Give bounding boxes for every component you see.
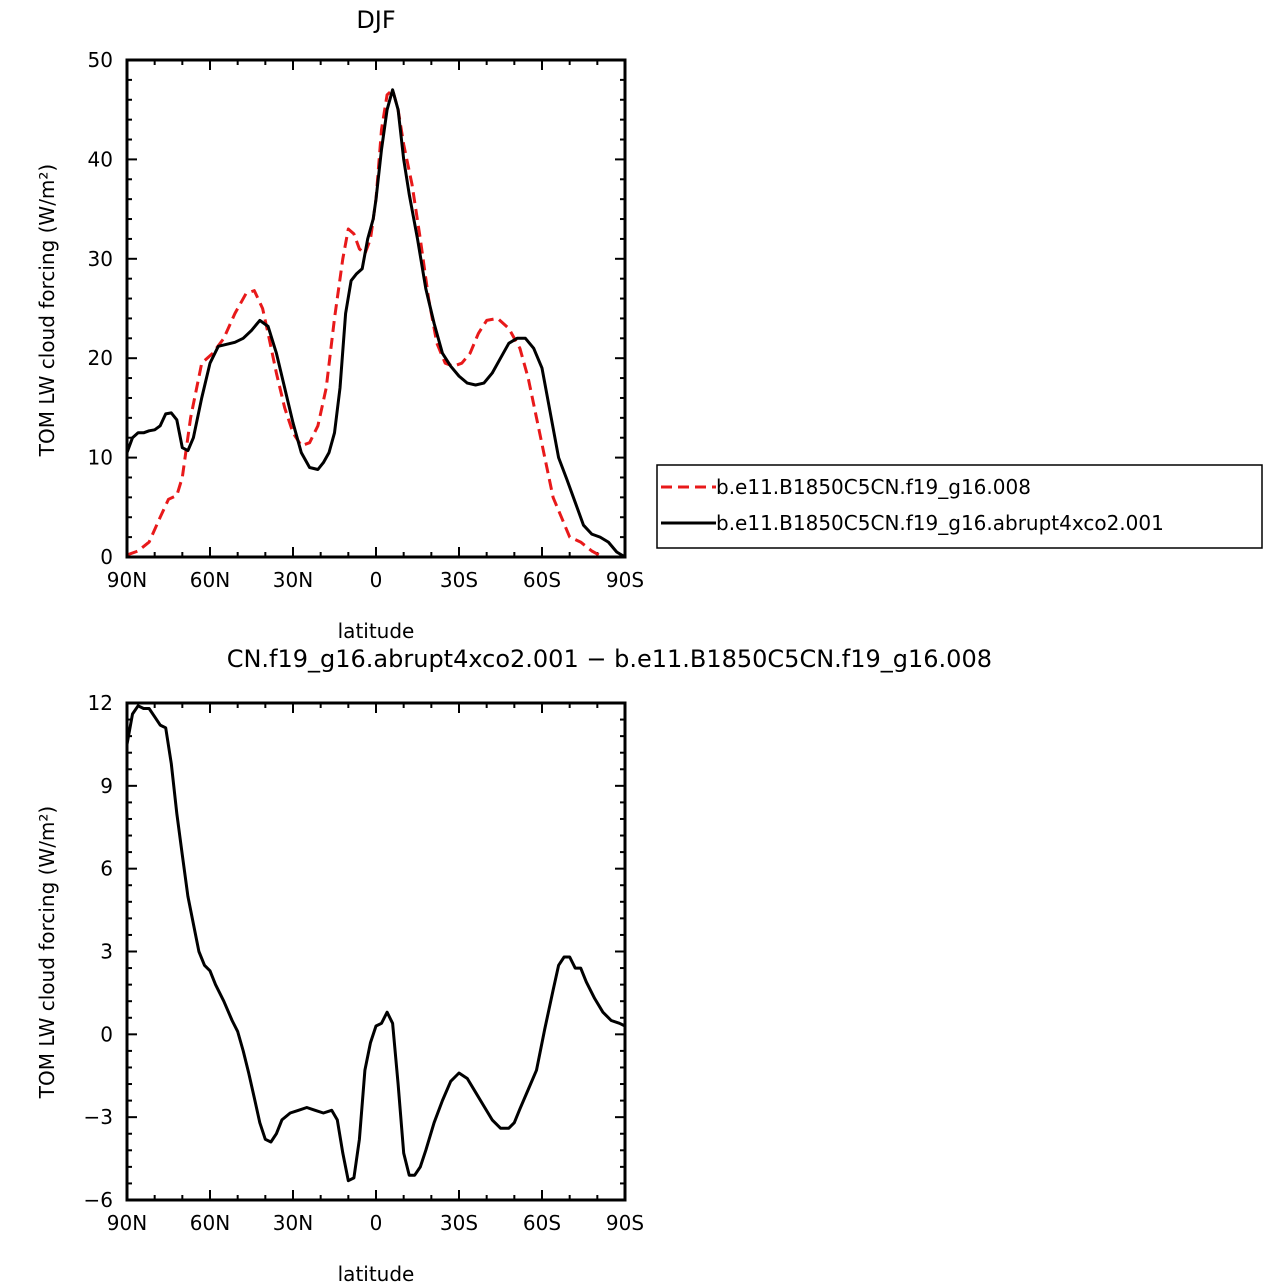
bottom-chart-panel: CN.f19_g16.abrupt4xco2.001 − b.e11.B1850… [35, 645, 992, 1286]
top-chart-y-tick-label: 40 [88, 147, 113, 171]
top-chart-x-tick-label: 60S [523, 568, 561, 592]
legend-label-abrupt4xco2: b.e11.B1850C5CN.f19_g16.abrupt4xco2.001 [716, 511, 1164, 535]
top-chart-y-tick-label: 0 [100, 545, 113, 569]
bottom-chart-y-tick-label: 9 [100, 774, 113, 798]
bottom-chart-series [125, 704, 626, 1183]
top-chart-x-tick-label: 30S [440, 568, 478, 592]
top-chart-y-tick-label: 50 [88, 48, 113, 72]
top-chart-x-tick-label: 90N [107, 568, 147, 592]
bottom-chart-x-tick-label: 0 [370, 1211, 383, 1235]
bottom-chart-x-axis-label: latitude [338, 1262, 415, 1286]
top-chart-x-tick-label: 30N [273, 568, 313, 592]
bottom-chart-x-tick-label: 90N [107, 1211, 147, 1235]
top-chart-x-axis-label: latitude [338, 619, 415, 643]
top-chart-ticks: 90N 60N 30N 0 30S 60S 90S 0 10 20 30 40 50 [88, 48, 645, 592]
bottom-chart-x-tick-label: 30S [440, 1211, 478, 1235]
bottom-chart-series-line-0 [125, 704, 626, 1183]
top-chart-series-line-1 [125, 88, 626, 559]
bottom-chart-title: CN.f19_g16.abrupt4xco2.001 − b.e11.B1850… [227, 645, 992, 673]
top-chart-title: DJF [356, 6, 395, 34]
top-chart-y-tick-label: 10 [88, 446, 113, 470]
bottom-chart-y-tick-label: 12 [88, 691, 113, 715]
top-chart-legend: b.e11.B1850C5CN.f19_g16.008 b.e11.B1850C… [656, 464, 1263, 549]
top-chart-y-tick-label: 30 [88, 247, 113, 271]
top-chart-plot-frame [125, 58, 627, 559]
bottom-chart-y-tick-label: 0 [100, 1022, 113, 1046]
top-chart-x-tick-label: 60N [190, 568, 230, 592]
top-chart-y-tick-label: 20 [88, 346, 113, 370]
bottom-chart-x-tick-label: 90S [606, 1211, 644, 1235]
bottom-chart-y-tick-label: 3 [100, 940, 113, 964]
legend-box [656, 464, 1263, 549]
bottom-chart-plot-frame [125, 701, 627, 1202]
top-chart-panel: DJF TOM LW cloud forcing (W/m²) latitude… [35, 6, 644, 643]
top-chart-x-tick-label: 0 [370, 568, 383, 592]
top-chart-series-line-0 [126, 88, 625, 559]
bottom-chart-y-tick-label: 6 [100, 857, 113, 881]
top-chart-x-tick-label: 90S [606, 568, 644, 592]
legend-label-control: b.e11.B1850C5CN.f19_g16.008 [716, 475, 1031, 499]
bottom-chart-ticks: 90N 60N 30N 0 30S 60S 90S −6 −3 0 3 6 9 12 [84, 691, 645, 1235]
bottom-chart-y-tick-label: −6 [84, 1188, 113, 1212]
top-chart-y-axis-label: TOM LW cloud forcing (W/m²) [35, 164, 59, 458]
bottom-chart-x-tick-label: 60S [523, 1211, 561, 1235]
bottom-chart-x-tick-label: 30N [273, 1211, 313, 1235]
top-chart-series [125, 88, 626, 559]
bottom-chart-y-tick-label: −3 [84, 1105, 113, 1129]
bottom-chart-x-tick-label: 60N [190, 1211, 230, 1235]
bottom-chart-y-axis-label: TOM LW cloud forcing (W/m²) [35, 806, 59, 1100]
